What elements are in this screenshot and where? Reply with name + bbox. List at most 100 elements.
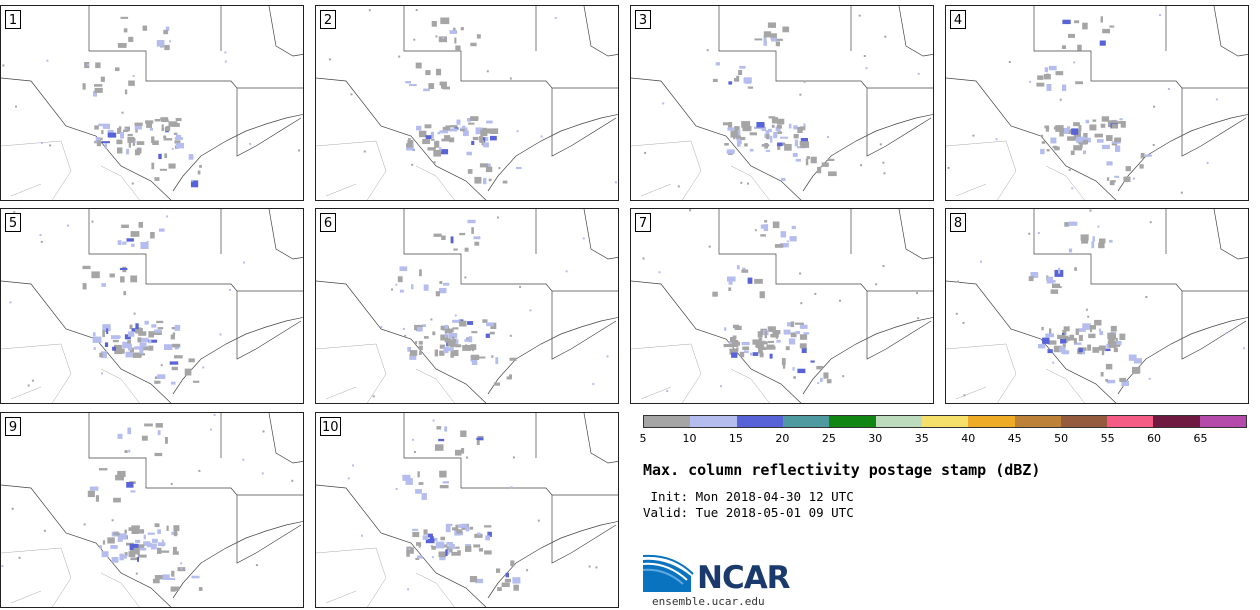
reflectivity-cell (1104, 348, 1111, 352)
reflectivity-cell (1046, 149, 1050, 152)
reflectivity-cell (409, 353, 417, 360)
reflectivity-cell (540, 135, 543, 138)
reflectivity-cell (455, 339, 459, 346)
reflectivity-cell (467, 219, 476, 224)
reflectivity-cell (13, 211, 16, 214)
reflectivity-cell (262, 430, 265, 433)
reflectivity-cell (134, 124, 142, 130)
reflectivity-cell (11, 507, 14, 510)
reflectivity-cell (465, 545, 472, 552)
reflectivity-cell (917, 72, 920, 75)
colorbar-tick-label: 50 (1054, 432, 1069, 445)
reflectivity-cell (1028, 232, 1031, 235)
reflectivity-cell (124, 89, 128, 95)
reflectivity-cell (124, 529, 127, 534)
reflectivity-cell (484, 525, 492, 528)
reflectivity-cell (1085, 119, 1090, 124)
reflectivity-cell (1036, 82, 1045, 87)
colorbar-tick-label: 5 (639, 432, 647, 445)
reflectivity-cell (446, 546, 453, 553)
member-label-2: 2 (320, 10, 336, 29)
reflectivity-cell (1068, 248, 1073, 253)
member-label-5: 5 (5, 213, 21, 232)
reflectivity-cell (1048, 340, 1057, 345)
reflectivity-cell (475, 578, 484, 584)
reflectivity-cell (486, 322, 494, 327)
reflectivity-cell (827, 158, 835, 161)
reflectivity-cell (1058, 267, 1061, 274)
reflectivity-cell (482, 319, 488, 323)
reflectivity-cell (406, 143, 413, 148)
reflectivity-map-7 (631, 209, 933, 403)
member-label-1: 1 (5, 10, 21, 29)
reflectivity-cell (768, 116, 775, 119)
plot-title: Max. column reflectivity postage stamp (… (643, 461, 1041, 479)
reflectivity-cell (826, 379, 832, 384)
reflectivity-cell (31, 379, 34, 382)
reflectivity-cell (739, 65, 746, 69)
reflectivity-cell (642, 257, 645, 260)
reflectivity-cell (1061, 350, 1070, 355)
reflectivity-cell (770, 334, 779, 338)
reflectivity-cell (439, 281, 443, 284)
reflectivity-cell (213, 413, 216, 416)
reflectivity-cell (131, 530, 139, 534)
reflectivity-cell (1045, 126, 1050, 132)
reflectivity-cell (810, 360, 815, 363)
reflectivity-cell (860, 164, 863, 167)
reflectivity-cell (783, 329, 791, 335)
reflectivity-cell (175, 142, 184, 149)
reflectivity-cell (172, 332, 176, 336)
reflectivity-cell (502, 180, 508, 184)
reflectivity-cell (114, 532, 120, 536)
reflectivity-cell (130, 490, 136, 493)
reflectivity-cell (165, 125, 171, 132)
reflectivity-cell (419, 269, 422, 277)
reflectivity-cell (139, 347, 144, 354)
reflectivity-cell (87, 63, 90, 66)
reflectivity-cell (168, 163, 176, 169)
reflectivity-cell (2, 64, 5, 67)
reflectivity-cell (171, 343, 181, 348)
reflectivity-cell (119, 554, 127, 559)
reflectivity-cell (445, 525, 451, 533)
reflectivity-cell (770, 135, 773, 143)
reflectivity-cell (875, 283, 878, 286)
reflectivity-cell (1108, 338, 1115, 343)
reflectivity-cell (955, 312, 958, 315)
reflectivity-cell (803, 80, 806, 83)
reflectivity-cell (150, 232, 155, 239)
reflectivity-cell (117, 240, 122, 245)
reflectivity-cell (429, 536, 434, 540)
reflectivity-cell (1089, 124, 1097, 131)
colorbar-segment (1199, 416, 1247, 427)
reflectivity-cell (418, 543, 421, 548)
reflectivity-cell (1083, 150, 1086, 155)
reflectivity-map-6 (316, 209, 618, 403)
reflectivity-cell (461, 448, 465, 454)
reflectivity-cell (413, 38, 416, 41)
reflectivity-cell (1180, 191, 1183, 194)
reflectivity-cell (1053, 126, 1062, 130)
reflectivity-cell (137, 353, 145, 356)
reflectivity-cell (723, 344, 733, 348)
reflectivity-cell (1047, 349, 1053, 354)
reflectivity-cell (821, 162, 829, 167)
stamp-panel-1: 1 (0, 5, 304, 201)
reflectivity-cell (124, 334, 131, 340)
reflectivity-cell (440, 17, 450, 25)
member-label-9: 9 (5, 417, 21, 436)
reflectivity-cell (476, 440, 480, 445)
reflectivity-cell (788, 338, 796, 345)
reflectivity-cell (771, 124, 775, 128)
reflectivity-cell (123, 129, 129, 133)
reflectivity-cell (1144, 154, 1152, 157)
reflectivity-cell (1038, 344, 1046, 349)
reflectivity-cell (588, 565, 591, 568)
reflectivity-cell (163, 138, 173, 141)
reflectivity-cell (440, 149, 449, 155)
reflectivity-cell (1078, 125, 1082, 132)
reflectivity-cell (1073, 145, 1083, 151)
reflectivity-cell (1167, 88, 1170, 90)
reflectivity-cell (760, 224, 768, 229)
